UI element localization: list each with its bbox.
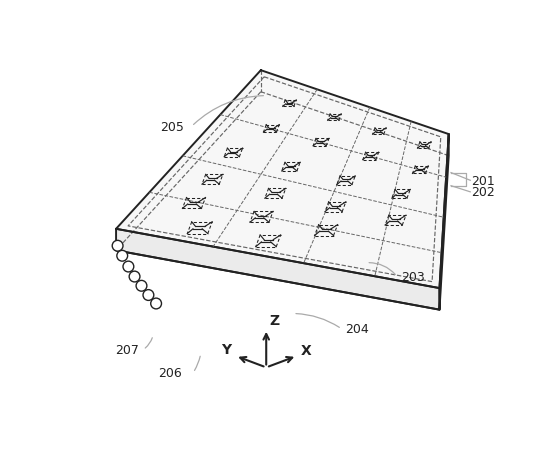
Circle shape: [151, 299, 162, 309]
Circle shape: [123, 262, 134, 272]
Circle shape: [129, 272, 140, 282]
Text: 204: 204: [346, 322, 369, 336]
Polygon shape: [116, 71, 449, 289]
Text: 206: 206: [158, 367, 181, 379]
Polygon shape: [116, 229, 439, 310]
Circle shape: [136, 281, 147, 291]
Text: 202: 202: [471, 186, 495, 199]
Polygon shape: [439, 135, 449, 310]
Text: Z: Z: [269, 313, 279, 327]
Text: 205: 205: [160, 120, 184, 133]
Text: 201: 201: [471, 175, 495, 187]
Circle shape: [112, 241, 123, 252]
Circle shape: [143, 290, 154, 301]
Circle shape: [117, 251, 128, 262]
Text: Y: Y: [221, 342, 232, 356]
Text: 203: 203: [401, 271, 425, 283]
Text: 207: 207: [115, 343, 139, 356]
Text: X: X: [301, 344, 312, 358]
